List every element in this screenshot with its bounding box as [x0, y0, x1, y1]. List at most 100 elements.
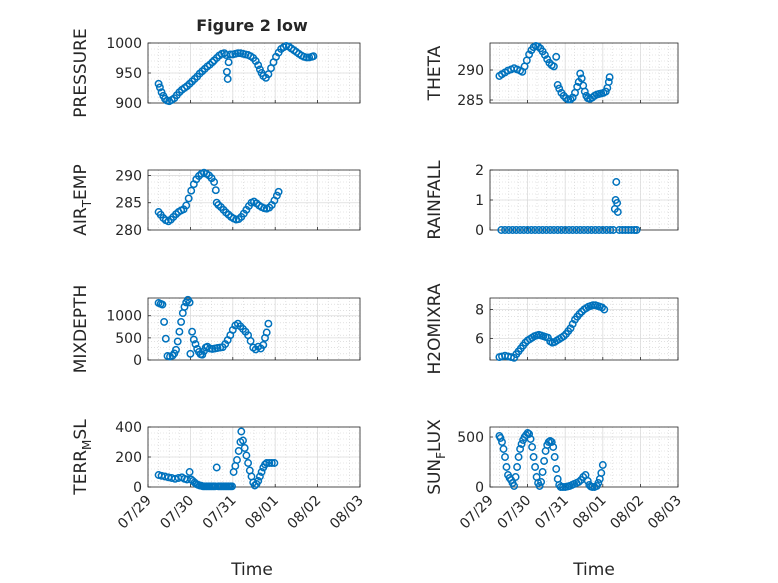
data-point	[239, 436, 247, 445]
data-point	[568, 226, 577, 234]
data-point	[233, 49, 242, 58]
subplot-theta: 285 290 THETA	[425, 42, 679, 109]
y-tick-label: 280	[115, 223, 142, 239]
data-point	[566, 324, 575, 333]
data-point	[527, 226, 536, 234]
data-point	[552, 52, 561, 61]
y-tick-label: 285	[115, 196, 142, 212]
data-point	[600, 305, 609, 314]
data-point	[537, 478, 546, 486]
data-point	[240, 444, 249, 452]
y-tick-label: 0	[133, 353, 142, 369]
y-axis-label: PRESSURE	[71, 28, 91, 117]
x-axis-label-right: Time	[572, 560, 615, 580]
data-point	[188, 327, 197, 336]
data-point	[546, 226, 555, 234]
data-point	[514, 453, 523, 461]
data-point	[572, 226, 581, 234]
data-point	[177, 317, 186, 326]
data-point	[531, 226, 540, 234]
data-point	[613, 199, 622, 207]
data-point	[594, 479, 603, 487]
data-point	[613, 208, 622, 216]
data-point	[498, 438, 506, 446]
data-point	[549, 443, 558, 451]
y-tick-label: 1000	[106, 36, 142, 52]
data-point	[180, 302, 189, 311]
subplot-h2omixra: 6 8 H2OMIXRA	[425, 283, 679, 375]
data-point	[605, 73, 614, 82]
y-tick-label: 400	[115, 420, 142, 436]
data-point	[534, 226, 543, 234]
subplot-rainfall: 0 1 2 RAINFALL	[425, 160, 679, 240]
data-point	[274, 187, 283, 196]
y-tick-label: 500	[457, 430, 484, 446]
data-point	[577, 74, 586, 83]
data-point	[523, 226, 532, 234]
data-point	[265, 459, 274, 467]
data-point	[234, 447, 243, 455]
y-axis-label: MIXDEPTH	[71, 285, 91, 374]
data-point	[501, 453, 509, 461]
data-point	[549, 62, 558, 71]
data-point	[591, 226, 600, 234]
y-tick-label: 0	[475, 480, 484, 496]
data-point	[264, 319, 273, 328]
data-point	[496, 434, 505, 442]
data-point	[512, 226, 521, 234]
figure-title: Figure 2 low	[196, 16, 308, 35]
y-axis-label: AIRTEMP	[71, 164, 94, 235]
data-point	[547, 438, 556, 446]
y-axis-label: SUNFLUX	[425, 419, 448, 495]
data-point	[598, 226, 607, 234]
data-point	[223, 75, 232, 83]
data-point	[185, 468, 194, 476]
data-point	[555, 84, 564, 93]
data-point	[259, 340, 268, 349]
data-point	[632, 226, 641, 234]
y-tick-label: 6	[475, 331, 484, 347]
data-point	[538, 468, 547, 476]
data-point	[161, 334, 170, 343]
data-point	[598, 461, 607, 469]
y-tick-label: 285	[457, 93, 484, 109]
data-point	[211, 186, 220, 195]
y-tick-label: 0	[475, 223, 484, 239]
data-point	[210, 178, 219, 186]
data-point	[627, 226, 636, 234]
data-point	[226, 50, 235, 59]
data-point	[154, 79, 163, 88]
data-point	[526, 435, 535, 443]
data-point	[191, 340, 200, 349]
y-tick-label: 1	[475, 193, 484, 209]
data-point	[254, 61, 263, 70]
data-point	[233, 456, 241, 464]
data-point	[529, 453, 538, 461]
data-point	[257, 468, 266, 476]
y-axis-label: THETA	[425, 45, 445, 101]
data-point	[553, 226, 562, 234]
data-point	[510, 482, 519, 490]
data-point	[516, 445, 525, 453]
data-point	[224, 58, 233, 67]
y-tick-label: 950	[115, 66, 142, 82]
data-point	[501, 226, 509, 234]
data-point	[189, 335, 198, 344]
data-point	[559, 332, 568, 341]
data-point	[606, 226, 615, 234]
data-point	[262, 459, 271, 467]
data-point	[528, 443, 537, 451]
data-point	[549, 226, 558, 234]
axes-box	[489, 426, 679, 488]
data-point	[601, 87, 610, 96]
y-axis-label: RAINFALL	[425, 160, 445, 240]
data-point	[576, 69, 585, 78]
data-point	[513, 463, 522, 471]
y-tick-label: 290	[457, 63, 484, 79]
data-point	[604, 78, 613, 86]
y-tick-label: 500	[115, 331, 142, 347]
data-point	[237, 427, 246, 436]
axes-box	[147, 169, 361, 231]
data-point	[242, 451, 251, 460]
data-point	[612, 178, 621, 186]
